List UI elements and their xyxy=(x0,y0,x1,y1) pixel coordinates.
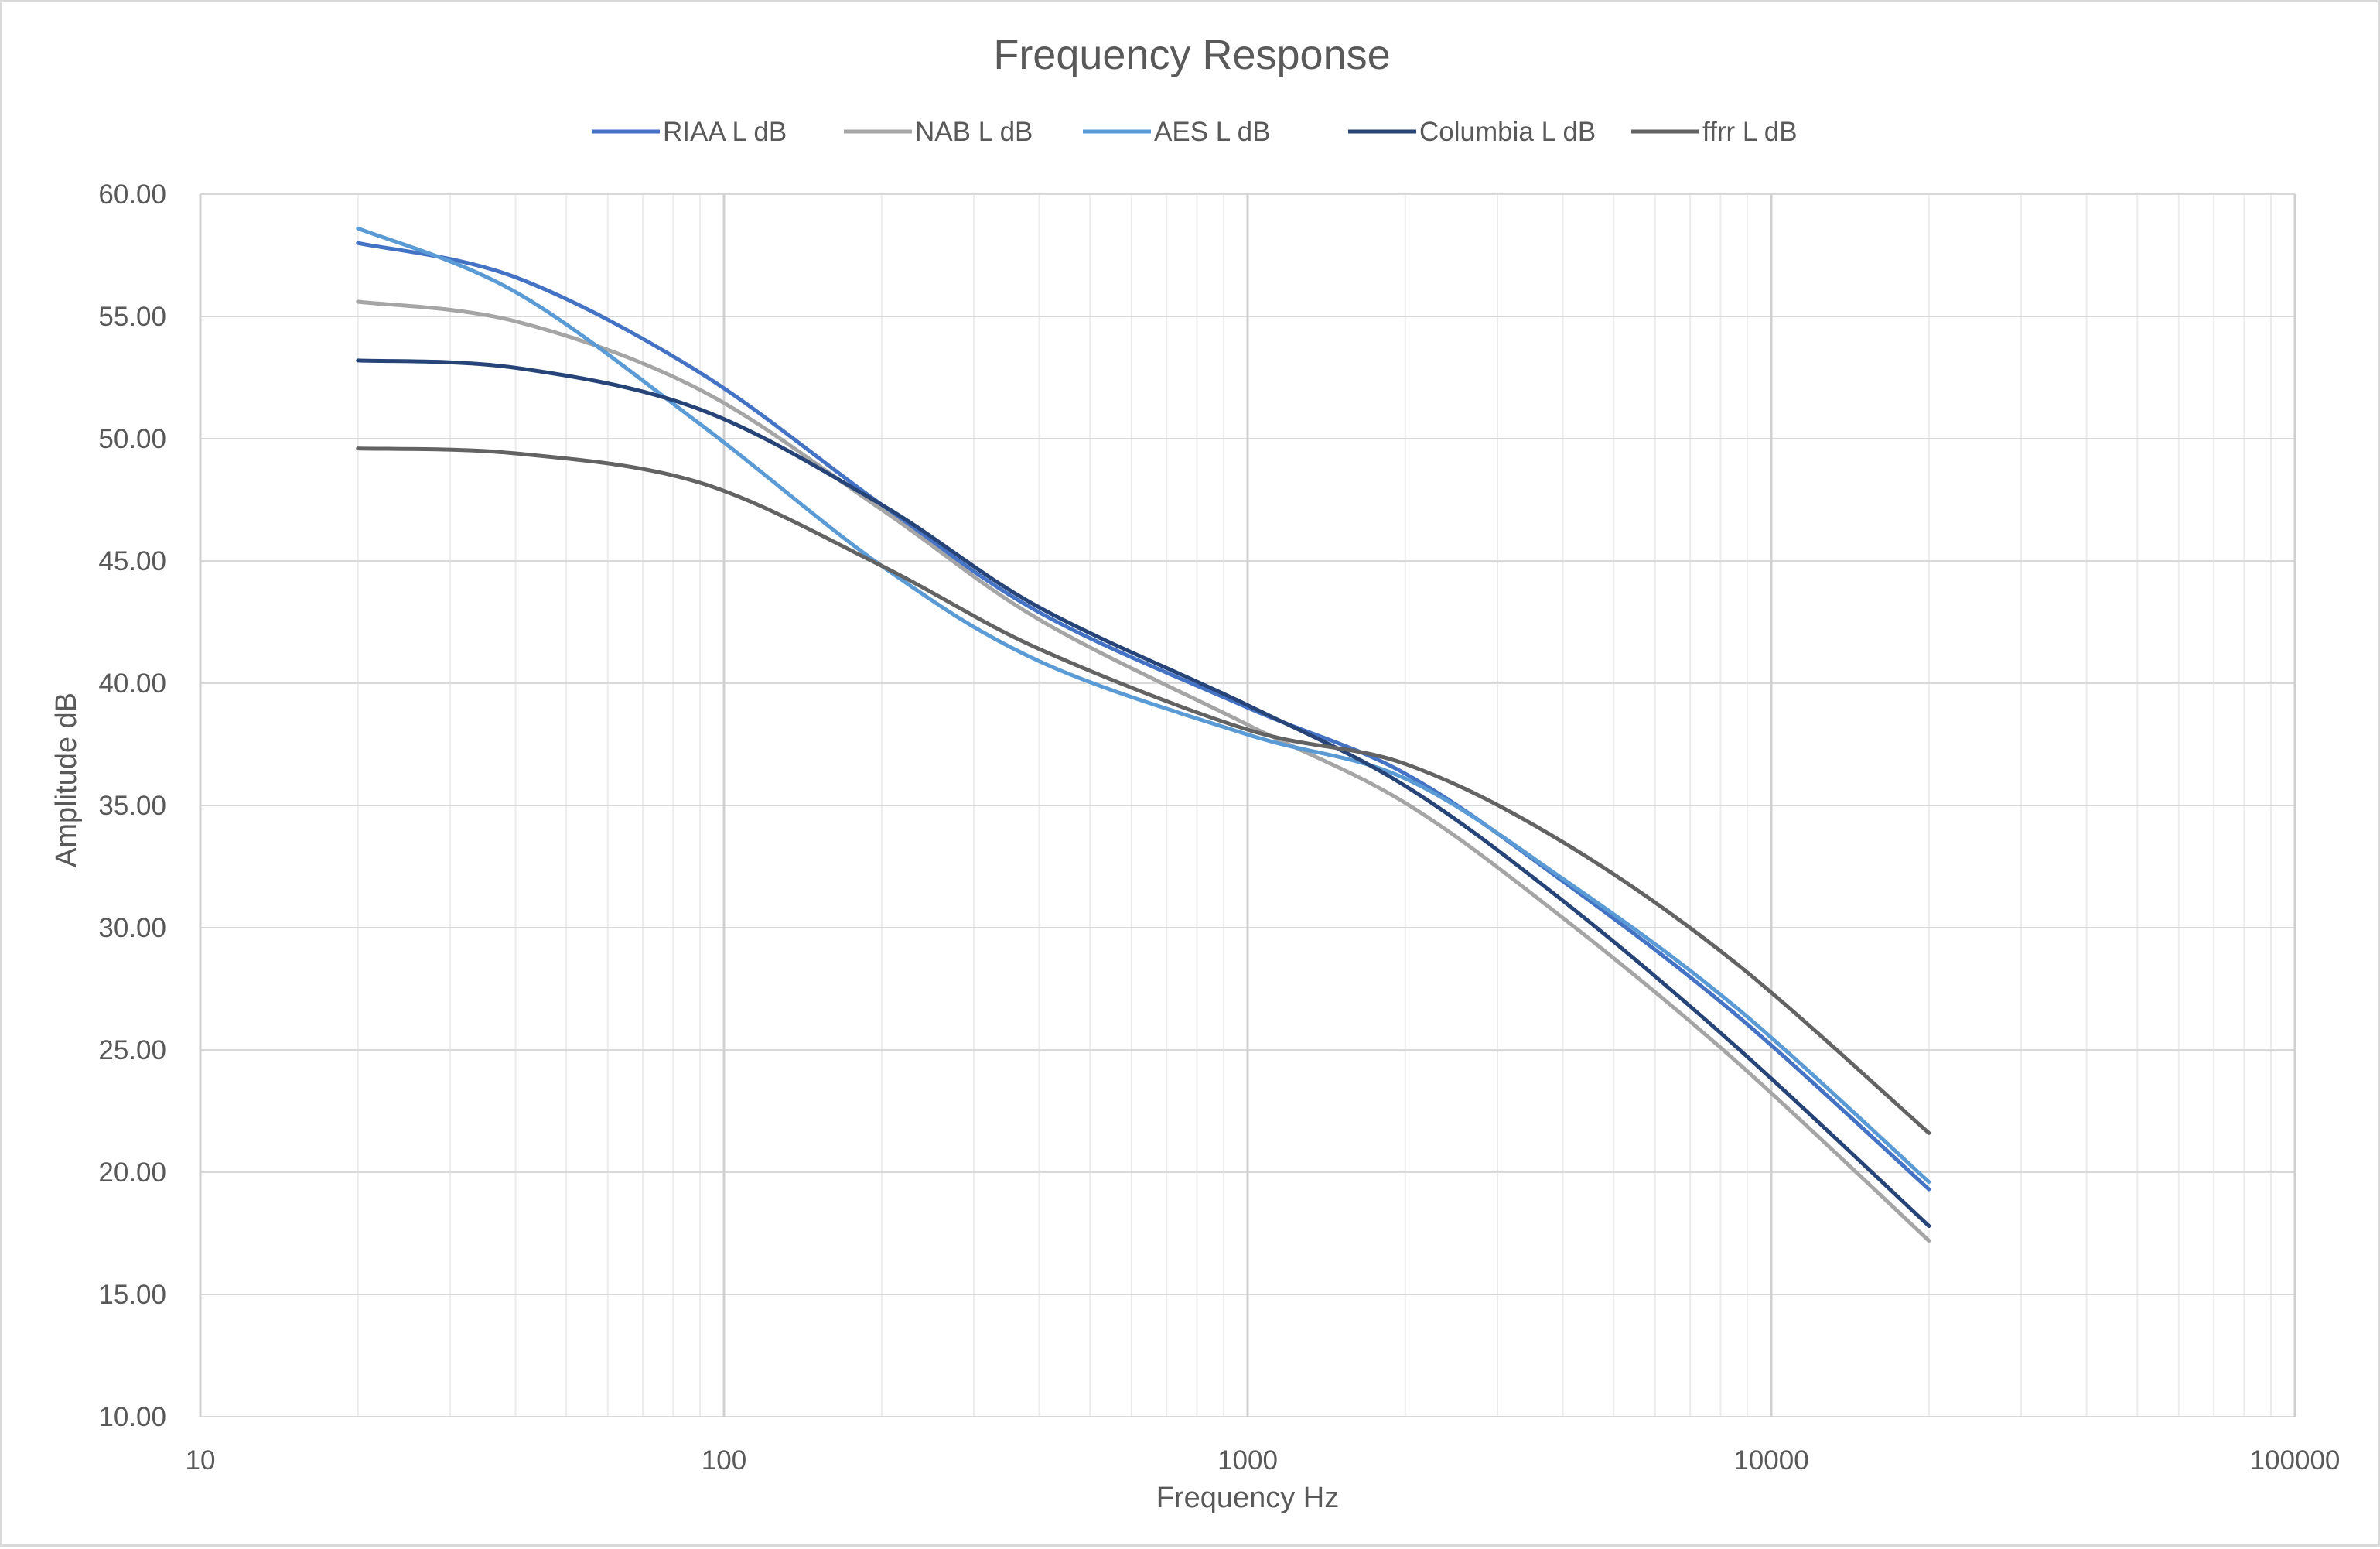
x-tick-label: 100 xyxy=(702,1445,746,1475)
series-line-nab-l-db xyxy=(356,299,1931,1243)
legend-label-columbia-l-db: Columbia L dB xyxy=(1419,117,1596,147)
y-tick-label: 30.00 xyxy=(98,913,166,943)
x-tick-label: 10 xyxy=(186,1445,216,1475)
y-tick-label: 35.00 xyxy=(98,791,166,821)
y-axis-title: Amplitude dB xyxy=(50,692,83,867)
chart-title: Frequency Response xyxy=(993,32,1390,78)
y-tick-label: 45.00 xyxy=(98,546,166,576)
x-tick-label: 1000 xyxy=(1217,1445,1278,1475)
y-tick-label: 55.00 xyxy=(98,302,166,332)
series-line-columbia-l-db xyxy=(356,358,1931,1228)
y-tick-label: 25.00 xyxy=(98,1035,166,1065)
grid xyxy=(199,193,2296,1417)
axes: 10.00 15.00 20.00 25.00 30.00 35.00 40.00 45.00… xyxy=(98,180,2340,1475)
series-lines xyxy=(356,226,1931,1243)
y-tick-label: 40.00 xyxy=(98,668,166,699)
series-line-riaa-l-db xyxy=(356,241,1931,1192)
y-tick-label: 10.00 xyxy=(98,1402,166,1432)
legend-label-aes-l-db: AES L dB xyxy=(1154,117,1270,147)
y-tick-label: 50.00 xyxy=(98,424,166,454)
series-line-aes-l-db xyxy=(356,226,1931,1185)
legend: RIAA L dB NAB L dB AES L dB Columbia L dB ff… xyxy=(592,117,1798,147)
y-tick-label: 15.00 xyxy=(98,1280,166,1310)
x-tick-label: 10000 xyxy=(1733,1445,1808,1475)
x-tick-label: 100000 xyxy=(2250,1445,2341,1475)
legend-label-ffrr-l-db: ffrr L dB xyxy=(1702,117,1798,147)
legend-label-riaa-l-db: RIAA L dB xyxy=(663,117,787,147)
legend-label-nab-l-db: NAB L dB xyxy=(915,117,1033,147)
series-line-ffrr-l-db xyxy=(356,446,1931,1135)
y-tick-label: 20.00 xyxy=(98,1157,166,1188)
x-axis-title: Frequency Hz xyxy=(1156,1482,1340,1514)
y-tick-label: 60.00 xyxy=(98,180,166,210)
